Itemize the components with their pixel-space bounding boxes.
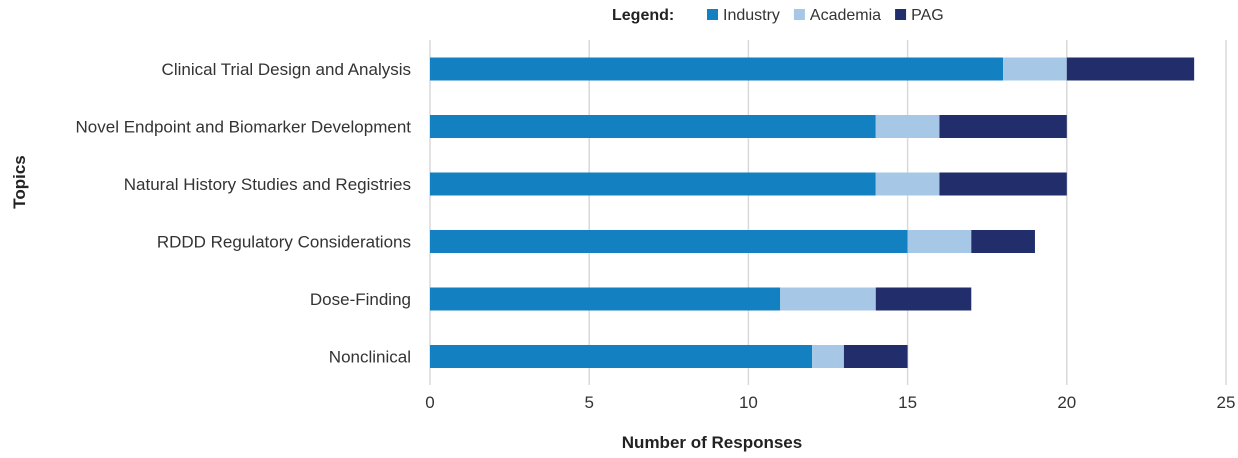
category-labels: Clinical Trial Design and Analysis Novel … (76, 60, 412, 367)
bar-segment-academia (812, 345, 844, 368)
bar-segment-pag (939, 172, 1067, 196)
x-tick-label: 25 (1217, 393, 1236, 412)
legend-title: Legend: (612, 7, 674, 24)
bar-segment-academia (780, 287, 876, 311)
bar-segment-academia (875, 172, 940, 196)
category-label: Dose-Finding (310, 290, 411, 309)
legend-swatch-industry (707, 9, 718, 20)
legend-label-pag: PAG (911, 7, 944, 24)
bar-segment-academia (875, 115, 940, 138)
gridlines (429, 40, 1227, 385)
category-label: RDDD Regulatory Considerations (157, 233, 411, 252)
bar-segment-academia (907, 230, 972, 253)
x-axis-title: Number of Responses (622, 433, 802, 452)
bar-segment-pag (875, 287, 972, 311)
bar-segment-industry (430, 230, 908, 253)
bar-segment-industry (430, 345, 813, 368)
category-label: Novel Endpoint and Biomarker Development (76, 118, 412, 137)
bar-segment-pag (939, 115, 1067, 138)
bars (430, 57, 1195, 368)
bar-segment-industry (430, 172, 876, 196)
category-label: Natural History Studies and Registries (124, 175, 411, 194)
legend: Legend: Industry Academia PAG (612, 7, 944, 24)
legend-swatch-pag (895, 9, 907, 20)
bar-segment-academia (1003, 57, 1067, 81)
bar-segment-pag (971, 230, 1035, 253)
bar-segment-pag (1066, 57, 1195, 81)
legend-label-industry: Industry (723, 7, 780, 24)
bar-segment-industry (430, 115, 876, 138)
bar-segment-industry (430, 287, 781, 311)
bar-segment-industry (430, 57, 1004, 81)
y-axis-title: Topics (10, 155, 29, 209)
x-tick-label: 20 (1057, 393, 1076, 412)
x-tick-labels: 0 5 10 15 20 25 (425, 393, 1235, 412)
x-tick-label: 10 (739, 393, 758, 412)
x-tick-label: 0 (425, 393, 434, 412)
x-tick-label: 5 (584, 393, 593, 412)
x-tick-label: 15 (898, 393, 917, 412)
bar-segment-pag (843, 345, 908, 368)
category-label: Nonclinical (329, 348, 411, 367)
legend-swatch-academia (793, 9, 805, 20)
category-label: Clinical Trial Design and Analysis (162, 60, 411, 79)
legend-label-academia: Academia (810, 7, 881, 24)
